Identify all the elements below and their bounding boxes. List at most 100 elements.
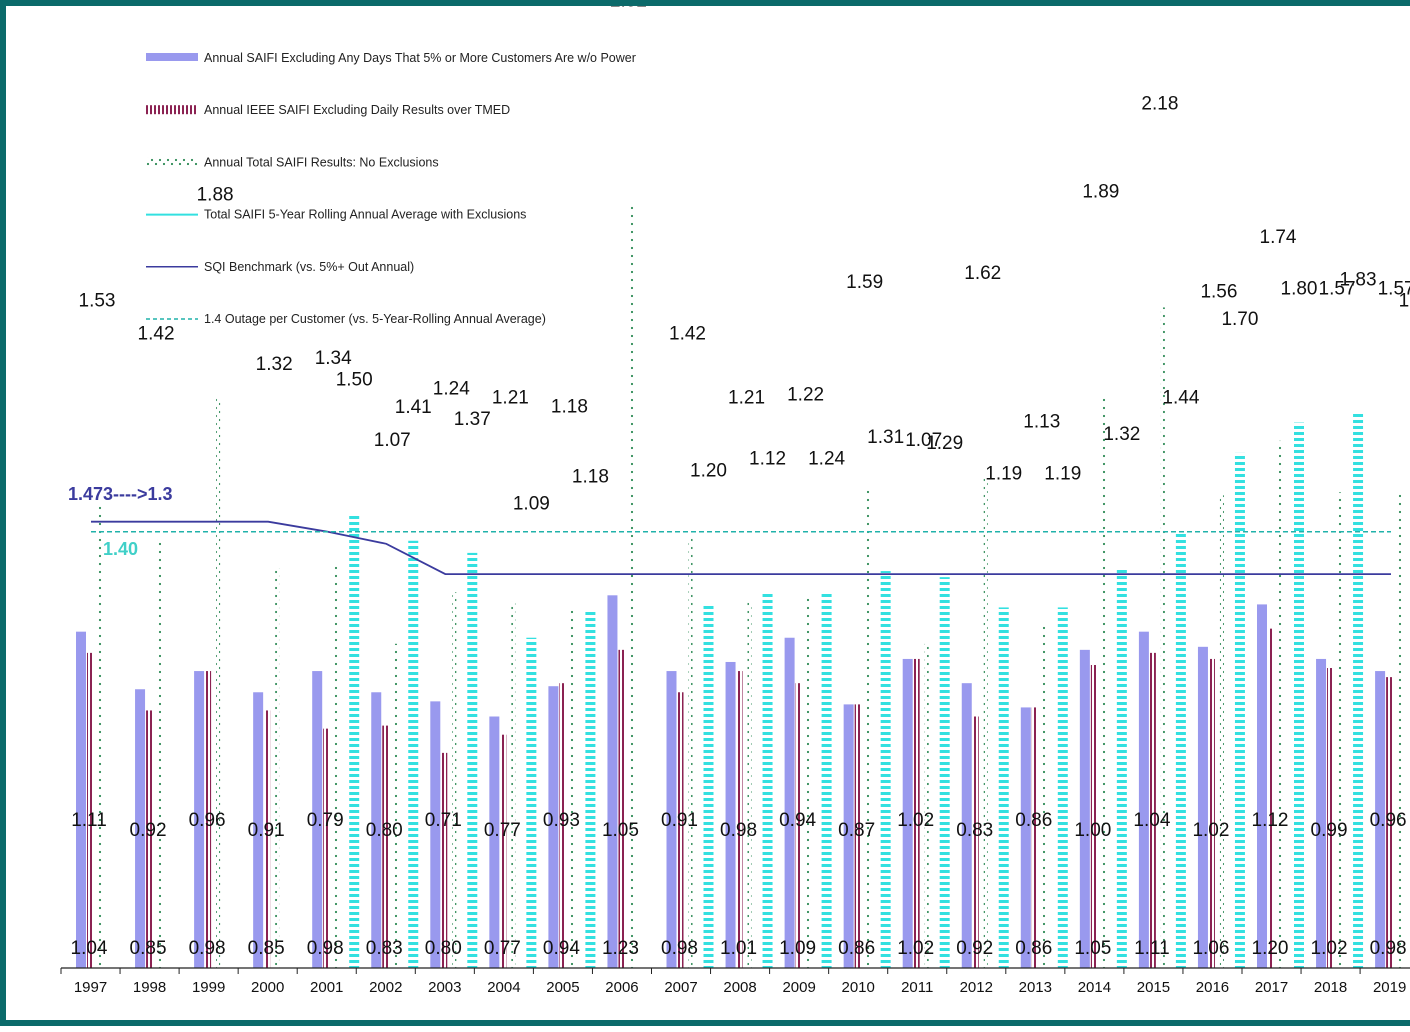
bar-2016-s1 [1197, 646, 1208, 968]
label-2008-s3: 1.21 [728, 387, 765, 408]
x-tick-label-2003: 2003 [428, 979, 461, 996]
bar-2000-s1 [253, 692, 264, 968]
label-2012-s1: 0.83 [956, 820, 993, 841]
bar-2000-s2 [264, 710, 271, 968]
bar-2006-s1 [607, 595, 618, 968]
x-tick-label-2008: 2008 [723, 979, 756, 996]
bar-2002-s2 [382, 725, 389, 968]
x-tick-label-1998: 1998 [133, 979, 166, 996]
label-2002-s3: 1.07 [374, 430, 411, 451]
label-2001-s2: 0.98 [307, 938, 344, 959]
bar-1998-s3 [157, 537, 162, 968]
annotations-layer: 1.473---->1.3 1.40 [68, 484, 173, 559]
bar-2012-s4 [998, 607, 1009, 968]
bar-2010-s4 [880, 571, 891, 968]
x-tick-label-2016: 2016 [1196, 979, 1229, 996]
x-tick-label-2018: 2018 [1314, 979, 1347, 996]
label-2013-s1: 0.86 [1015, 810, 1052, 831]
bar-1998-s1 [135, 689, 146, 968]
label-2001-s4: 1.50 [336, 370, 373, 391]
bar-2013-s3 [1042, 625, 1047, 968]
legend-swatch-1 [146, 53, 198, 61]
x-tick-label-2019: 2019 [1373, 979, 1406, 996]
label-2015-s4: 1.44 [1162, 388, 1199, 409]
bar-2012-s1 [961, 683, 972, 968]
label-2006-s2: 1.23 [602, 938, 639, 959]
bar-1997-s1 [76, 631, 86, 968]
label-2008-s4: 1.12 [749, 448, 786, 469]
x-tick-label-1999: 1999 [192, 979, 225, 996]
bar-2008-s2 [736, 671, 743, 968]
label-2006-s3: 2.52 [610, 6, 647, 11]
bar-2018-s2 [1327, 668, 1334, 968]
label-2005-s1: 0.93 [543, 810, 580, 831]
label-2012-s2: 0.92 [956, 938, 993, 959]
label-2017-s2: 1.20 [1252, 938, 1289, 959]
bar-2008-s4 [762, 592, 773, 968]
bar-2011-s1 [902, 658, 913, 968]
x-tick-label-2015: 2015 [1137, 979, 1170, 996]
bar-2015-s1 [1138, 631, 1149, 968]
bar-2003-s2 [441, 752, 448, 968]
label-1997-s1: 1.11 [71, 810, 107, 831]
legend-label-5: SQI Benchmark (vs. 5%+ Out Annual) [204, 260, 414, 274]
legend-label-2: Annual IEEE SAIFI Excluding Daily Result… [204, 103, 510, 117]
bar-2007-s3 [688, 537, 693, 968]
bar-2014-s2 [1090, 665, 1097, 968]
bar-1998-s2 [146, 710, 153, 968]
x-tick-label-1997: 1997 [74, 979, 107, 996]
label-2016-s2: 1.06 [1192, 938, 1229, 959]
bar-2001-s2 [323, 728, 330, 968]
label-2019-s2: 0.98 [1370, 938, 1407, 959]
label-2012-s3: 1.62 [964, 263, 1001, 284]
bar-2019-s3 [1397, 492, 1402, 968]
label-2011-s4: 1.29 [926, 433, 963, 454]
label-2002-s2: 0.83 [366, 938, 403, 959]
x-tick-label-2006: 2006 [605, 979, 638, 996]
label-2013-s3: 1.13 [1023, 412, 1060, 433]
x-tick-label-2002: 2002 [369, 979, 402, 996]
bar-2004-s1 [489, 716, 500, 968]
bar-2010-s3 [865, 486, 870, 968]
label-2005-s4: 1.18 [572, 466, 609, 487]
label-2000-s2: 0.85 [248, 938, 285, 959]
label-2015-s3: 2.18 [1141, 93, 1178, 114]
label-2011-s2: 1.02 [897, 938, 934, 959]
bar-1999-s1 [194, 671, 205, 968]
label-2007-s3: 1.42 [669, 324, 706, 345]
label-1998-s2: 0.85 [130, 938, 167, 959]
bar-2012-s3 [983, 477, 988, 968]
bar-2010-s2 [854, 704, 861, 968]
label-2003-s1: 0.71 [425, 810, 462, 831]
label-2017-s4: 1.80 [1281, 279, 1318, 300]
bar-2015-s3 [1160, 307, 1165, 969]
label-2019-s4: 1.76 [1399, 291, 1410, 312]
label-2010-s2: 0.86 [838, 938, 875, 959]
label-2004-s1: 0.77 [484, 820, 521, 841]
bar-2006-s3 [629, 204, 634, 968]
label-1999-s3: 1.88 [197, 184, 234, 205]
label-2003-s4: 1.37 [454, 409, 491, 430]
bar-2004-s2 [500, 734, 507, 968]
label-2006-s1: 1.05 [602, 820, 639, 841]
label-2013-s4: 1.19 [1044, 463, 1081, 484]
label-2015-s1: 1.04 [1133, 810, 1170, 831]
label-2009-s1: 0.94 [779, 810, 816, 831]
label-2000-s1: 0.91 [248, 820, 285, 841]
x-tick-label-2000: 2000 [251, 979, 284, 996]
label-2007-s2: 0.98 [661, 938, 698, 959]
bar-2014-s3 [1101, 395, 1106, 969]
label-2016-s4: 1.70 [1221, 309, 1258, 330]
x-tick-label-2014: 2014 [1078, 979, 1111, 996]
x-tick-label-2001: 2001 [310, 979, 343, 996]
label-2015-s2: 1.11 [1134, 938, 1170, 959]
bar-2017-s2 [1268, 628, 1274, 968]
label-2009-s3: 1.22 [787, 384, 824, 405]
legend-swatch-2 [146, 105, 198, 115]
label-2014-s2: 1.05 [1074, 938, 1111, 959]
bar-2002-s4 [408, 540, 419, 968]
label-2016-s3: 1.56 [1200, 281, 1237, 302]
label-2018-s3: 1.57 [1319, 278, 1356, 299]
label-2009-s2: 1.09 [779, 938, 816, 959]
